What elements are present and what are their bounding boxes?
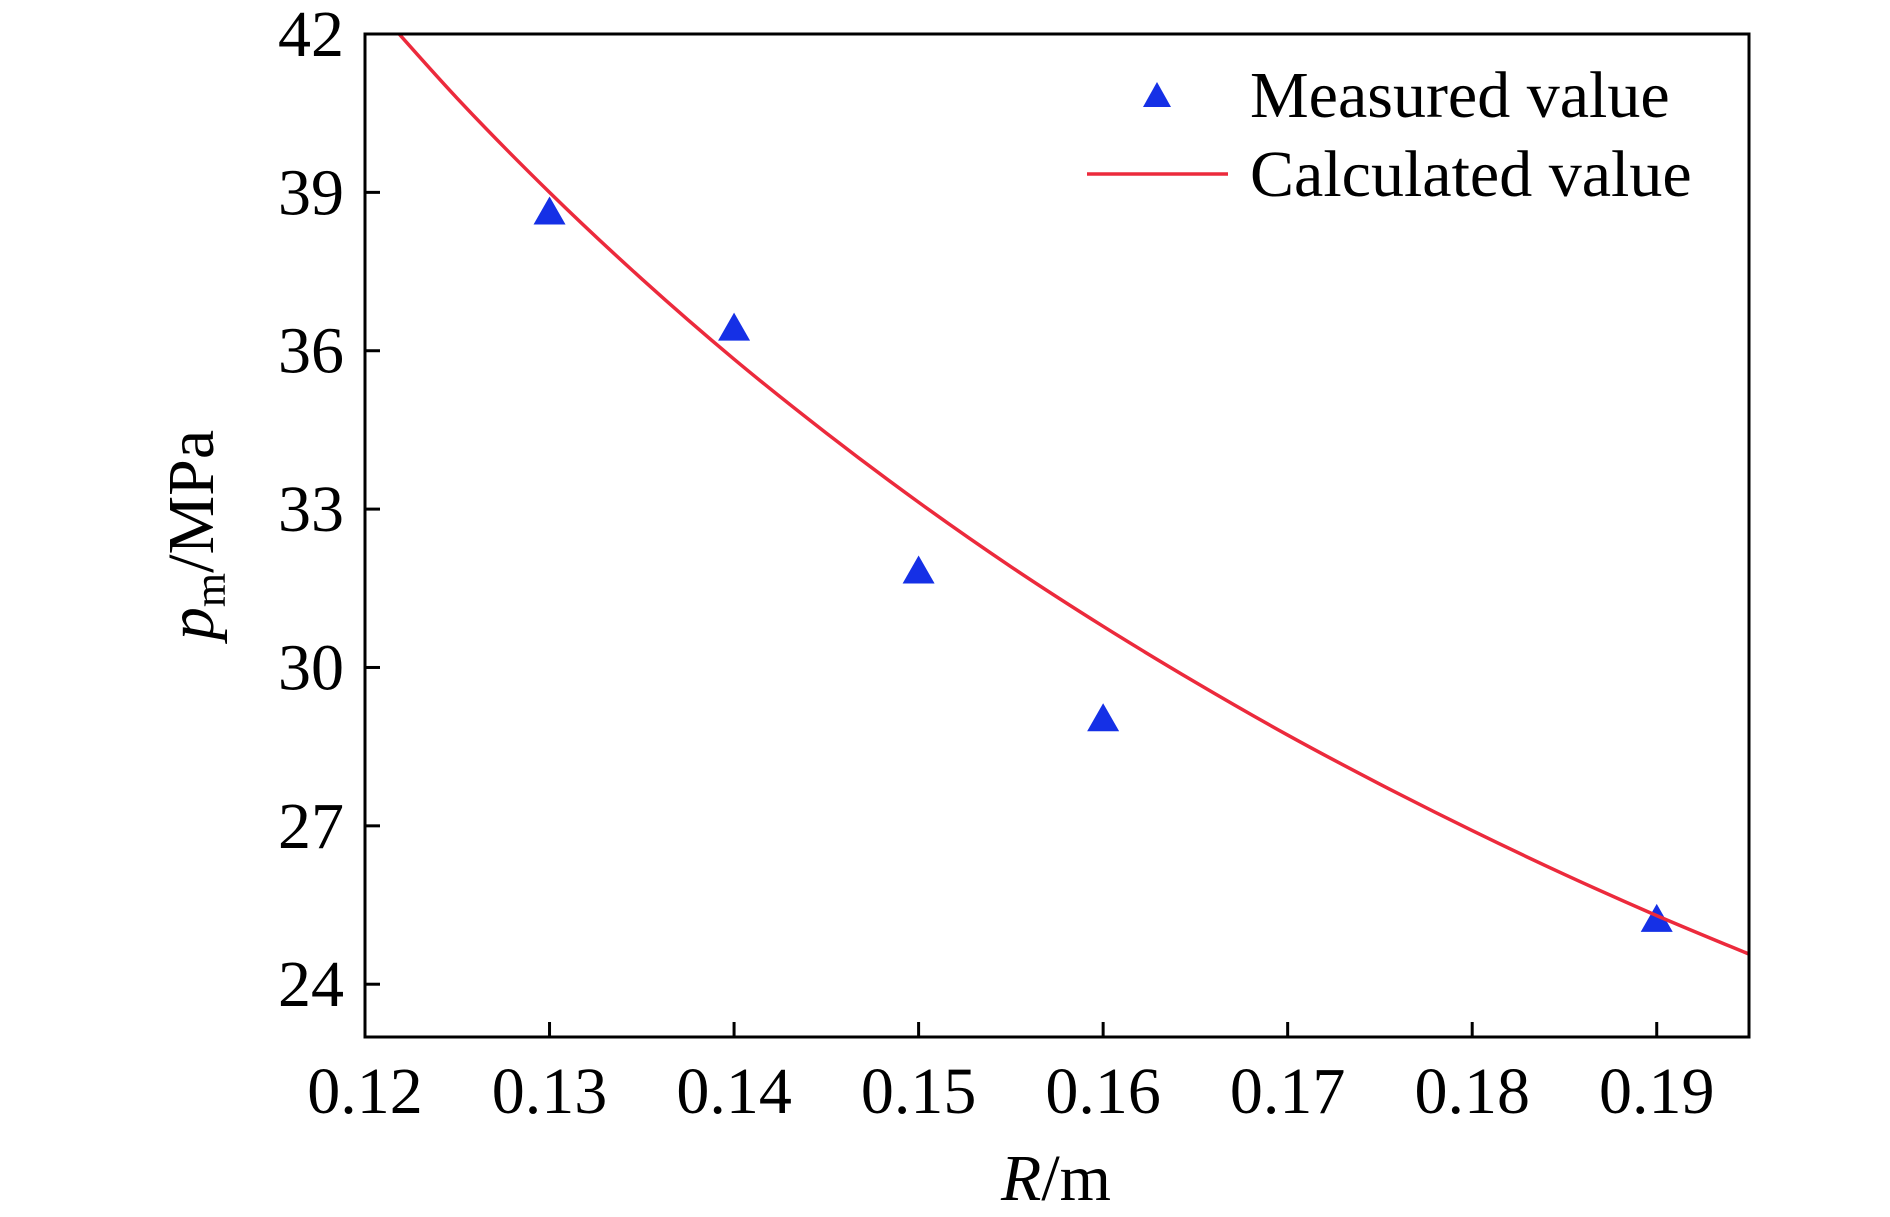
x-tick-label: 0.17 <box>1230 1055 1346 1128</box>
measured-series <box>533 196 1673 932</box>
plot-background <box>365 34 1749 1037</box>
calculated-series <box>396 34 1749 956</box>
y-tick-labels: 24 27 30 33 36 39 42 <box>278 0 344 1021</box>
y-axis-label: pm/MPa <box>155 430 235 644</box>
measured-point <box>1087 703 1120 732</box>
x-axis-label-unit: /m <box>1041 1142 1111 1215</box>
x-tick-label: 0.16 <box>1045 1055 1161 1128</box>
legend-label-measured: Measured value <box>1250 59 1670 132</box>
plot-frame <box>363 32 1751 1039</box>
x-axis-label-variable: R <box>1000 1142 1041 1215</box>
measured-point <box>1640 903 1673 932</box>
x-tick-label: 0.15 <box>861 1055 977 1128</box>
y-tick-label: 24 <box>278 948 344 1021</box>
x-tick-label: 0.14 <box>676 1055 792 1128</box>
legend-triangle-marker-icon <box>1143 82 1171 107</box>
x-axis-label: R/m <box>1000 1142 1111 1215</box>
x-tick-labels: 0.12 0.13 0.14 0.15 0.16 0.17 0.18 0.19 <box>307 1055 1714 1128</box>
y-tick-label: 33 <box>278 473 344 546</box>
x-tick-label: 0.19 <box>1599 1055 1715 1128</box>
x-tick-label: 0.12 <box>307 1055 423 1128</box>
y-tick-label: 30 <box>278 631 344 704</box>
y-tick-label: 39 <box>278 156 344 229</box>
legend-item-measured: Measured value <box>1143 59 1670 132</box>
y-tick-label: 42 <box>278 0 344 71</box>
legend-item-calculated: Calculated value <box>1087 138 1692 211</box>
legend: Measured value Calculated value <box>1087 59 1692 211</box>
measured-point <box>533 196 566 225</box>
measured-point <box>718 312 751 341</box>
x-tick-label: 0.18 <box>1414 1055 1530 1128</box>
x-tick-label: 0.13 <box>492 1055 608 1128</box>
y-axis-label-unit: /MPa <box>155 430 228 573</box>
y-tick-label: 36 <box>278 315 344 388</box>
legend-label-calculated: Calculated value <box>1250 138 1692 211</box>
calculated-curve <box>396 34 1749 956</box>
y-axis-label-subscript: m <box>186 573 235 607</box>
y-tick-label: 27 <box>278 790 344 863</box>
measured-point <box>902 555 935 584</box>
y-axis-label-variable: p <box>155 607 228 644</box>
